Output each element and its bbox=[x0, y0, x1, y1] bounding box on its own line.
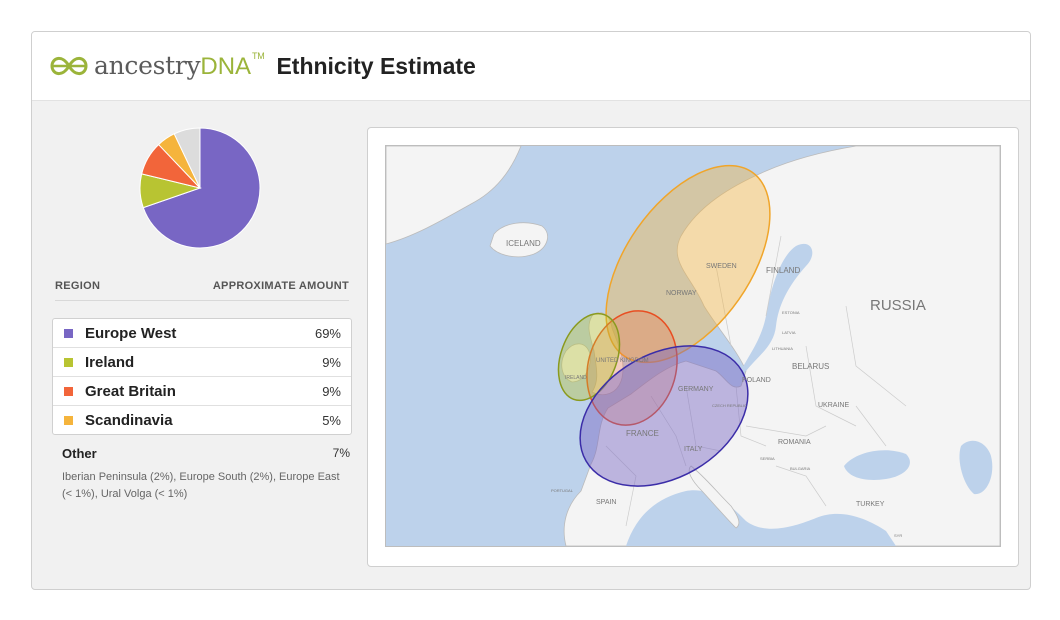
region-table: Europe West 69% Ireland 9% Great Britain 9% Sc… bbox=[52, 318, 352, 435]
other-label: Other bbox=[62, 446, 97, 461]
label-belarus: BELARUS bbox=[792, 362, 829, 371]
region-row[interactable]: Europe West 69% bbox=[53, 319, 351, 348]
region-header: REGION bbox=[55, 280, 101, 292]
great-britain-region bbox=[586, 310, 678, 426]
europe-west-region bbox=[579, 345, 749, 487]
label-italy: ITALY bbox=[684, 446, 703, 453]
ireland-region bbox=[557, 312, 621, 402]
region-value: 5% bbox=[322, 413, 341, 428]
label-estonia: ESTONIA bbox=[782, 310, 800, 315]
label-bulgaria: BULGARIA bbox=[790, 466, 811, 471]
label-romania: ROMANIA bbox=[778, 439, 811, 446]
europe-map[interactable]: ICELAND FINLAND SWEDEN NORWAY RUSSIA EST… bbox=[385, 145, 1001, 547]
amount-header: APPROXIMATE AMOUNT bbox=[212, 280, 349, 292]
label-ukraine: UKRAINE bbox=[818, 402, 849, 409]
page-title: Ethnicity Estimate bbox=[276, 52, 476, 79]
label-czech: CZECH REPUBLIC bbox=[712, 403, 747, 408]
map-svg: ICELAND FINLAND SWEDEN NORWAY RUSSIA EST… bbox=[386, 146, 1000, 546]
iceland-land bbox=[489, 222, 548, 258]
label-lithuania: LITHUANIA bbox=[772, 346, 793, 351]
ethnicity-pie-chart bbox=[139, 127, 261, 249]
label-sweden: SWEDEN bbox=[706, 263, 737, 270]
region-row[interactable]: Scandinavia 5% bbox=[53, 406, 351, 434]
column-headers: REGION APPROXIMATE AMOUNT bbox=[55, 280, 349, 301]
black-sea bbox=[844, 450, 910, 480]
label-serbia: SERBIA bbox=[760, 456, 775, 461]
region-value: 9% bbox=[322, 355, 341, 370]
region-value: 9% bbox=[322, 384, 341, 399]
region-name: Great Britain bbox=[85, 383, 176, 400]
pie-slice-europe-west[interactable] bbox=[142, 127, 261, 249]
scandinavia-region bbox=[605, 164, 771, 364]
label-germany: GERMANY bbox=[678, 386, 714, 393]
brand-name: ancestryDNATM bbox=[94, 51, 265, 80]
region-row[interactable]: Ireland 9% bbox=[53, 348, 351, 377]
continent-land bbox=[563, 146, 1000, 546]
region-name: Ireland bbox=[85, 354, 135, 371]
region-swatch bbox=[64, 416, 73, 425]
region-name: Scandinavia bbox=[85, 412, 173, 429]
label-spain: SPAIN bbox=[596, 499, 617, 506]
region-swatch bbox=[64, 387, 73, 396]
mediterranean-sea bbox=[626, 490, 896, 546]
region-swatch bbox=[64, 358, 73, 367]
label-ireland: IRELAND bbox=[565, 375, 587, 381]
ethnicity-card: ancestryDNATM Ethnicity Estimate REGION … bbox=[31, 31, 1031, 590]
italy-land bbox=[688, 465, 740, 529]
label-france: FRANCE bbox=[626, 429, 659, 438]
other-section: Other 7% Iberian Peninsula (2%), Europe … bbox=[62, 446, 350, 503]
pie-slice-other[interactable] bbox=[173, 127, 201, 189]
label-iceland: ICELAND bbox=[506, 239, 541, 248]
label-portugal: PORTUGAL bbox=[551, 488, 574, 493]
greenland-land bbox=[386, 146, 522, 245]
label-russia: RUSSIA bbox=[870, 297, 926, 314]
map-frame: ICELAND FINLAND SWEDEN NORWAY RUSSIA EST… bbox=[367, 127, 1019, 567]
caspian-sea bbox=[959, 440, 993, 495]
baltic-sea bbox=[741, 243, 813, 371]
label-uk: UNITED KINGDOM bbox=[596, 358, 649, 364]
header: ancestryDNATM Ethnicity Estimate bbox=[32, 32, 1030, 101]
other-value: 7% bbox=[332, 446, 350, 460]
logo: ancestryDNATM Ethnicity Estimate bbox=[50, 50, 476, 82]
label-syria: SYR bbox=[894, 533, 902, 538]
region-name: Europe West bbox=[85, 325, 177, 342]
other-description: Iberian Peninsula (2%), Europe South (2%… bbox=[62, 471, 340, 500]
region-value: 69% bbox=[314, 326, 341, 341]
label-latvia: LATVIA bbox=[782, 330, 796, 335]
region-swatch bbox=[64, 329, 73, 338]
label-finland: FINLAND bbox=[766, 266, 800, 275]
label-poland: POLAND bbox=[742, 377, 771, 384]
region-row[interactable]: Great Britain 9% bbox=[53, 377, 351, 406]
label-norway: NORWAY bbox=[666, 290, 697, 297]
label-turkey: TURKEY bbox=[856, 501, 885, 508]
leaf-logo-icon bbox=[50, 57, 88, 75]
